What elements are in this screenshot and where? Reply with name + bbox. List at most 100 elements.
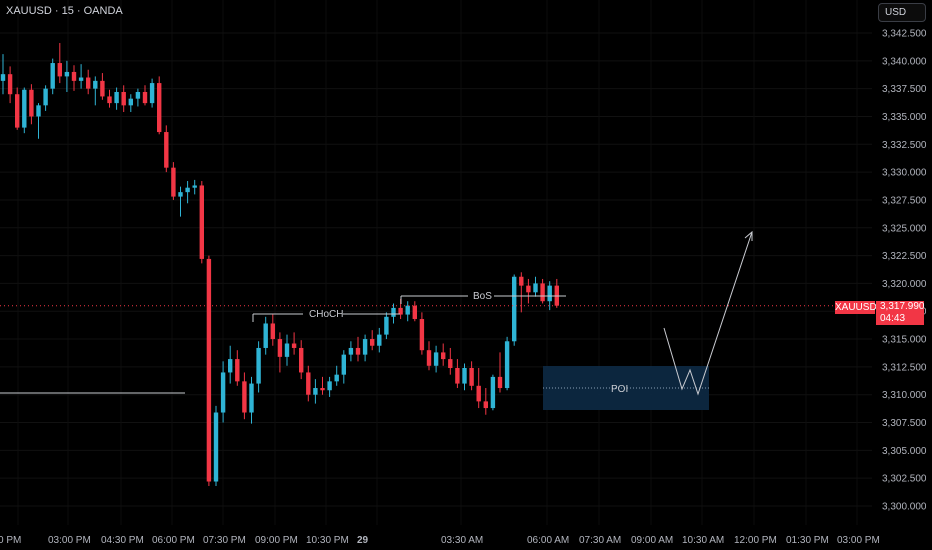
candle-body (206, 258, 212, 482)
candle-body (370, 339, 375, 346)
candle-body (128, 98, 133, 106)
candle-body (149, 83, 155, 104)
candle-body (57, 63, 62, 77)
candle-body (348, 347, 354, 355)
time-axis-label: 04:30 PM (101, 535, 144, 546)
candle-body (263, 323, 268, 348)
currency-button[interactable]: USD (878, 3, 926, 22)
time-axis-label: 03:00 PM (48, 535, 91, 546)
candle-body (78, 77, 84, 81)
candle-body (526, 285, 531, 293)
candle-body (483, 401, 488, 409)
candle-body (164, 132, 169, 168)
candle-body (256, 347, 261, 384)
candle-body (0, 74, 6, 81)
candle-body (249, 383, 254, 413)
candle-body (455, 367, 460, 384)
candle-body (86, 77, 91, 89)
candle-body (178, 192, 183, 197)
candle-body (235, 359, 240, 382)
candle-body (36, 105, 41, 117)
candle-body (7, 74, 13, 95)
candle-body (362, 339, 368, 355)
candle-body (107, 96, 112, 104)
candle-body (64, 71, 70, 77)
candle-body (185, 187, 190, 193)
candle-body (313, 388, 318, 395)
choch-label[interactable]: CHoCH (309, 309, 343, 320)
candle-body (334, 374, 339, 382)
candle-body (135, 91, 141, 99)
price-axis-label: 3,307.500 (882, 418, 927, 429)
time-axis-label: 03:30 AM (441, 535, 483, 546)
symbol-title[interactable]: XAUUSD · 15 · OANDA (6, 5, 123, 17)
candle-body (50, 63, 55, 89)
candle-body (327, 381, 332, 391)
candle-body (540, 283, 545, 302)
price-axis-label: 3,342.500 (882, 29, 927, 40)
candle-body (504, 341, 510, 389)
price-axis-label: 3,327.500 (882, 195, 927, 206)
price-axis-label: 3,310.000 (882, 390, 927, 401)
price-axis-label: 3,330.000 (882, 168, 927, 179)
candle-body (93, 80, 98, 89)
symbol-price-tag: XAUUSD (835, 301, 877, 314)
price-axis-label: 3,320.000 (882, 279, 927, 290)
time-axis-label: 07:30 PM (203, 535, 246, 546)
time-axis-label: 12:00 PM (734, 535, 777, 546)
candle-body (228, 359, 233, 373)
drawings-layer[interactable]: CHoCH BoS POI (0, 230, 872, 410)
candle-body (284, 343, 290, 357)
price-axis-label: 3,312.500 (882, 362, 927, 373)
candle-body (22, 89, 27, 128)
candle-body (462, 367, 467, 384)
current-price-value: 3,317.990 (880, 301, 925, 312)
candle-body (121, 91, 126, 106)
projection-path[interactable] (663, 231, 753, 396)
candle-body (171, 167, 176, 197)
time-axis-label: 01:30 PM (786, 535, 829, 546)
candle-body (242, 381, 247, 413)
candle-body (29, 89, 34, 117)
poi-label[interactable]: POI (611, 384, 628, 395)
candle-body (490, 376, 496, 409)
price-axis-label: 3,340.000 (882, 56, 927, 67)
projection-arrowhead-icon (744, 230, 753, 241)
candle-body (291, 343, 297, 348)
candle-body (306, 372, 311, 395)
candle-body (377, 334, 382, 346)
candles-layer (0, 43, 559, 486)
candle-body (398, 307, 403, 315)
candle-body (405, 305, 410, 315)
candle-body (213, 412, 219, 482)
candle-body (277, 339, 283, 357)
time-axis-label: 29 (357, 535, 369, 546)
candle-body (220, 372, 226, 413)
time-axis-label: 0 PM (0, 535, 21, 546)
candle-body (448, 359, 453, 368)
time-axis-label: 06:00 AM (527, 535, 569, 546)
price-axis-label: 3,305.000 (882, 446, 927, 457)
current-price-label: 3,317.990 04:43 (876, 301, 925, 325)
price-axis-label: 3,337.500 (882, 84, 927, 95)
candle-body (100, 80, 105, 97)
time-axis-label: 09:00 AM (631, 535, 673, 546)
price-axis[interactable]: 3,342.500 3,340.000 3,337.500 3,335.000 3,33… (882, 29, 927, 513)
time-axis-label: 06:00 PM (152, 535, 195, 546)
candle-body (142, 91, 148, 104)
candle-body (384, 316, 389, 335)
chart-grid (0, 0, 872, 525)
price-axis-label: 3,322.500 (882, 251, 927, 262)
candle-body (71, 71, 77, 81)
candle-body (469, 367, 474, 386)
candle-body (270, 323, 275, 340)
price-axis-label: 3,300.000 (882, 502, 927, 513)
candle-body (476, 385, 481, 402)
candle-body (299, 347, 304, 373)
candle-body (547, 285, 552, 302)
bos-label[interactable]: BoS (473, 291, 492, 302)
time-axis[interactable]: 0 PM 03:00 PM 04:30 PM 06:00 PM 07:30 PM 09:0… (0, 535, 880, 546)
candle-body (192, 185, 197, 188)
price-axis-label: 3,302.500 (882, 474, 927, 485)
